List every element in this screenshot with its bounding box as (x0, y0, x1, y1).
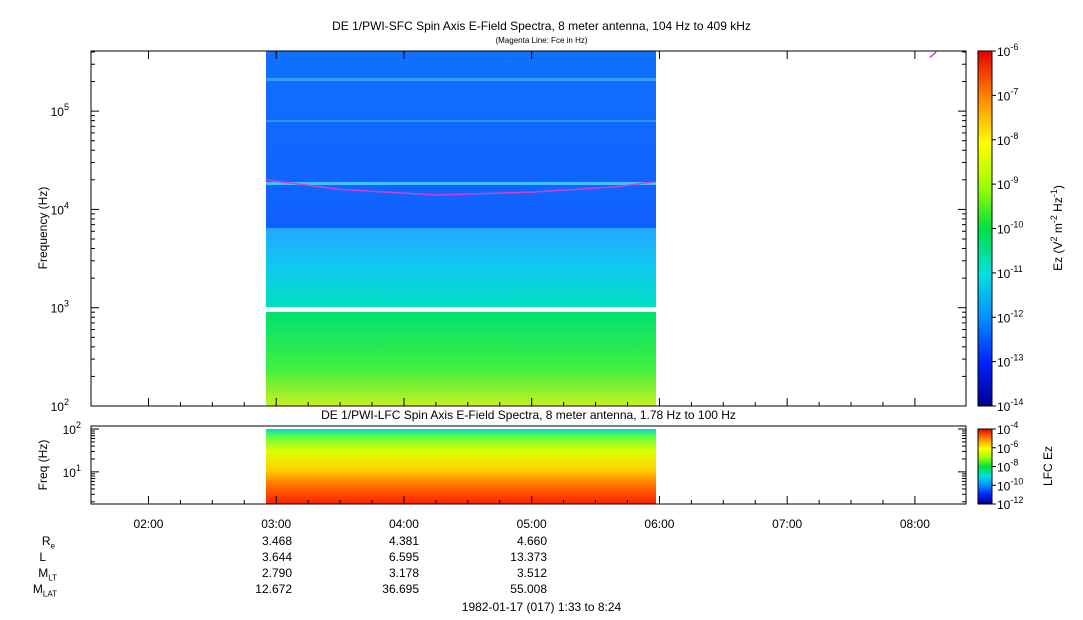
lfc-colorbar-label: LFC Ez (1041, 446, 1055, 486)
ephemeris-value: 55.008 (510, 582, 547, 596)
ephemeris-label-l: L (39, 550, 46, 564)
sfc-y-tick-label: 102 (51, 397, 69, 414)
sfc-subtitle: (Magenta Line: Fce in Hz) (495, 36, 588, 45)
sfc-colorbar-tick-label: 10-11 (997, 264, 1023, 281)
lfc-y-tick-label: 101 (63, 463, 81, 480)
ephemeris-label-re: Re (41, 534, 55, 551)
ephemeris-label-mlat: MLAT (32, 582, 57, 599)
sfc-colorbar-tick-label: 10-8 (997, 131, 1018, 148)
lfc-colorbar-tick-label: 10-8 (997, 458, 1018, 475)
ephemeris-value: 4.660 (516, 534, 547, 548)
ephemeris-label-mlt: MLT (38, 566, 57, 583)
lfc-plot-frame (90, 425, 967, 505)
lfc-title: DE 1/PWI-LFC Spin Axis E-Field Spectra, … (321, 408, 736, 422)
sfc-colorbar-tick-label: 10-12 (997, 308, 1023, 325)
fce-line (265, 179, 654, 196)
x-tick-label: 07:00 (772, 517, 802, 531)
sfc-colorbar (977, 50, 993, 407)
ephemeris-value: 36.695 (382, 582, 419, 596)
lfc-y-axis-label: Freq (Hz) (36, 440, 50, 491)
lfc-colorbar (977, 428, 993, 505)
lfc-colorbar-tick-label: 10-12 (997, 495, 1023, 512)
date-range-footer: 1982-01-17 (017) 1:33 to 8:24 (461, 600, 622, 614)
x-tick-label: 03:00 (261, 517, 291, 531)
lfc-y-tick-label: 102 (63, 420, 81, 437)
lfc-spectrogram (266, 429, 656, 504)
sfc-colorbar-tick-label: 10-9 (997, 175, 1018, 192)
x-tick-label: 05:00 (517, 517, 547, 531)
ephemeris-value: 3.468 (261, 534, 292, 548)
sfc-y-tick-label: 105 (51, 102, 69, 119)
x-tick-label: 02:00 (133, 517, 163, 531)
x-tick-label: 06:00 (644, 517, 674, 531)
ephemeris-value: 12.672 (255, 582, 292, 596)
ephemeris-value: 3.178 (388, 566, 419, 580)
sfc-band-high (266, 51, 656, 228)
x-tick-label: 04:00 (389, 517, 419, 531)
ephemeris-value: 3.644 (261, 550, 292, 564)
lfc-colorbar-tick-label: 10-10 (997, 476, 1023, 493)
sfc-colorbar-tick-label: 10-7 (997, 86, 1018, 103)
ephemeris-value: 4.381 (388, 534, 419, 548)
ephemeris-value: 2.790 (261, 566, 292, 580)
sfc-colorbar-tick-label: 10-14 (997, 397, 1023, 414)
lfc-colorbar-tick-label: 10-6 (997, 439, 1018, 456)
x-tick-label: 08:00 (900, 517, 930, 531)
sfc-plot-frame (90, 50, 967, 407)
sfc-colorbar-tick-label: 10-6 (997, 42, 1018, 59)
sfc-band-stripe (266, 78, 656, 81)
ephemeris-value: 13.373 (510, 550, 547, 564)
sfc-title: DE 1/PWI-SFC Spin Axis E-Field Spectra, … (332, 19, 751, 33)
sfc-band-mid (266, 228, 656, 307)
sfc-colorbar-label: Ez (V2 m-2 Hz-1) (1049, 185, 1065, 271)
lfc-colorbar-tick-label: 10-4 (997, 420, 1018, 437)
sfc-y-tick-label: 104 (51, 200, 69, 217)
sfc-y-tick-label: 103 (51, 299, 69, 316)
fce-line-late (929, 51, 937, 59)
lfc-colorbar-ticks: 10-4 10-6 10-810-10 10-12 (992, 420, 1023, 512)
sfc-colorbar-tick-label: 10-13 (997, 353, 1023, 370)
sfc-band-low (266, 312, 656, 406)
sfc-spectrogram (266, 51, 656, 406)
ephemeris-value: 6.595 (388, 550, 419, 564)
sfc-y-axis-label: Frequency (Hz) (36, 187, 50, 270)
sfc-colorbar-ticks: 10-6 10-7 10-8 10-9 10-10 10-11 10-12 10-13 10-1… (992, 42, 1023, 414)
sfc-band-stripe (266, 120, 656, 122)
sfc-band-stripe (266, 182, 656, 185)
ephemeris-value: 3.512 (516, 566, 547, 580)
time-x-axis: 02:00 03:00 04:00 05:00 06:00 07:00 08:00 (133, 51, 930, 531)
sfc-colorbar-tick-label: 10-10 (997, 220, 1023, 237)
